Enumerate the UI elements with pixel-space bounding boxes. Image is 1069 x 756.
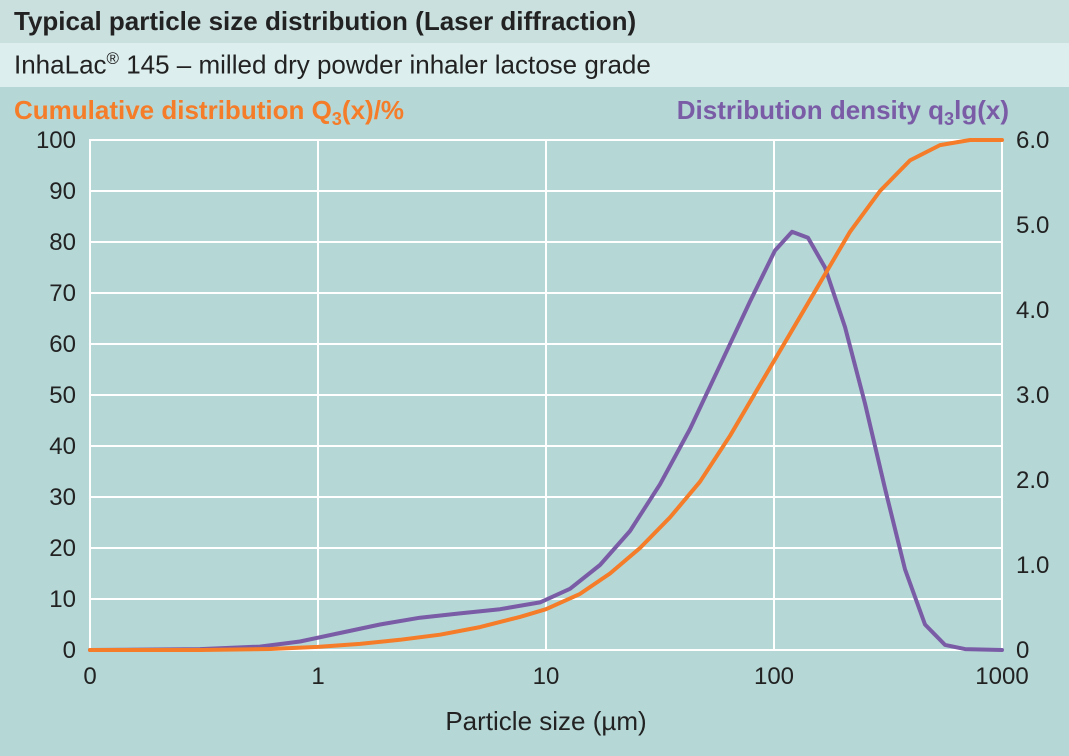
y-left-tick: 20 — [49, 535, 76, 562]
subtitle-rest: 145 – milled dry powder inhaler lactose … — [119, 50, 651, 80]
x-tick: 1 — [311, 663, 324, 690]
x-tick: 1000 — [975, 663, 1028, 690]
legend-left-sub: 3 — [332, 109, 342, 129]
figure-container: Typical particle size distribution (Lase… — [0, 0, 1069, 756]
legend-left-pre: Cumulative distribution Q — [14, 95, 332, 125]
y-right-tick: 2.0 — [1016, 467, 1049, 494]
legend-density: Distribution density q3lg(x) — [677, 95, 1009, 130]
legend-cumulative: Cumulative distribution Q3(x)/% — [14, 95, 404, 130]
y-right-tick: 5.0 — [1016, 212, 1049, 239]
y-left-tick: 30 — [49, 484, 76, 511]
y-left-tick: 90 — [49, 178, 76, 205]
y-right-tick: 4.0 — [1016, 297, 1049, 324]
registered-mark: ® — [107, 49, 119, 68]
y-left-tick: 0 — [63, 637, 76, 664]
y-right-tick: 3.0 — [1016, 382, 1049, 409]
y-left-tick: 80 — [49, 229, 76, 256]
legend-right-post: lg(x) — [954, 95, 1009, 125]
legend-left-post: (x)/% — [342, 95, 404, 125]
y-right-tick: 6.0 — [1016, 128, 1049, 154]
y-left-tick: 50 — [49, 382, 76, 409]
chart-title: Typical particle size distribution (Lase… — [0, 0, 1069, 43]
y-left-tick: 10 — [49, 586, 76, 613]
y-left-tick: 70 — [49, 280, 76, 307]
legend-right-sub: 3 — [944, 109, 954, 129]
y-right-tick: 0 — [1016, 637, 1029, 664]
y-left-tick: 60 — [49, 331, 76, 358]
legend-row: Cumulative distribution Q3(x)/% Distribu… — [0, 87, 1069, 134]
x-axis-label: Particle size (µm) — [445, 706, 646, 736]
x-tick: 10 — [533, 663, 560, 690]
x-tick: 0 — [83, 663, 96, 690]
x-tick: 100 — [754, 663, 794, 690]
chart-area: 010203040506070809010001.02.03.04.05.06.… — [0, 128, 1069, 756]
y-left-tick: 100 — [36, 128, 76, 154]
y-left-tick: 40 — [49, 433, 76, 460]
legend-right-pre: Distribution density q — [677, 95, 944, 125]
chart-svg: 010203040506070809010001.02.03.04.05.06.… — [0, 128, 1069, 756]
subtitle-brand: InhaLac — [14, 50, 107, 80]
chart-subtitle: InhaLac® 145 – milled dry powder inhaler… — [0, 43, 1069, 87]
y-right-tick: 1.0 — [1016, 552, 1049, 579]
